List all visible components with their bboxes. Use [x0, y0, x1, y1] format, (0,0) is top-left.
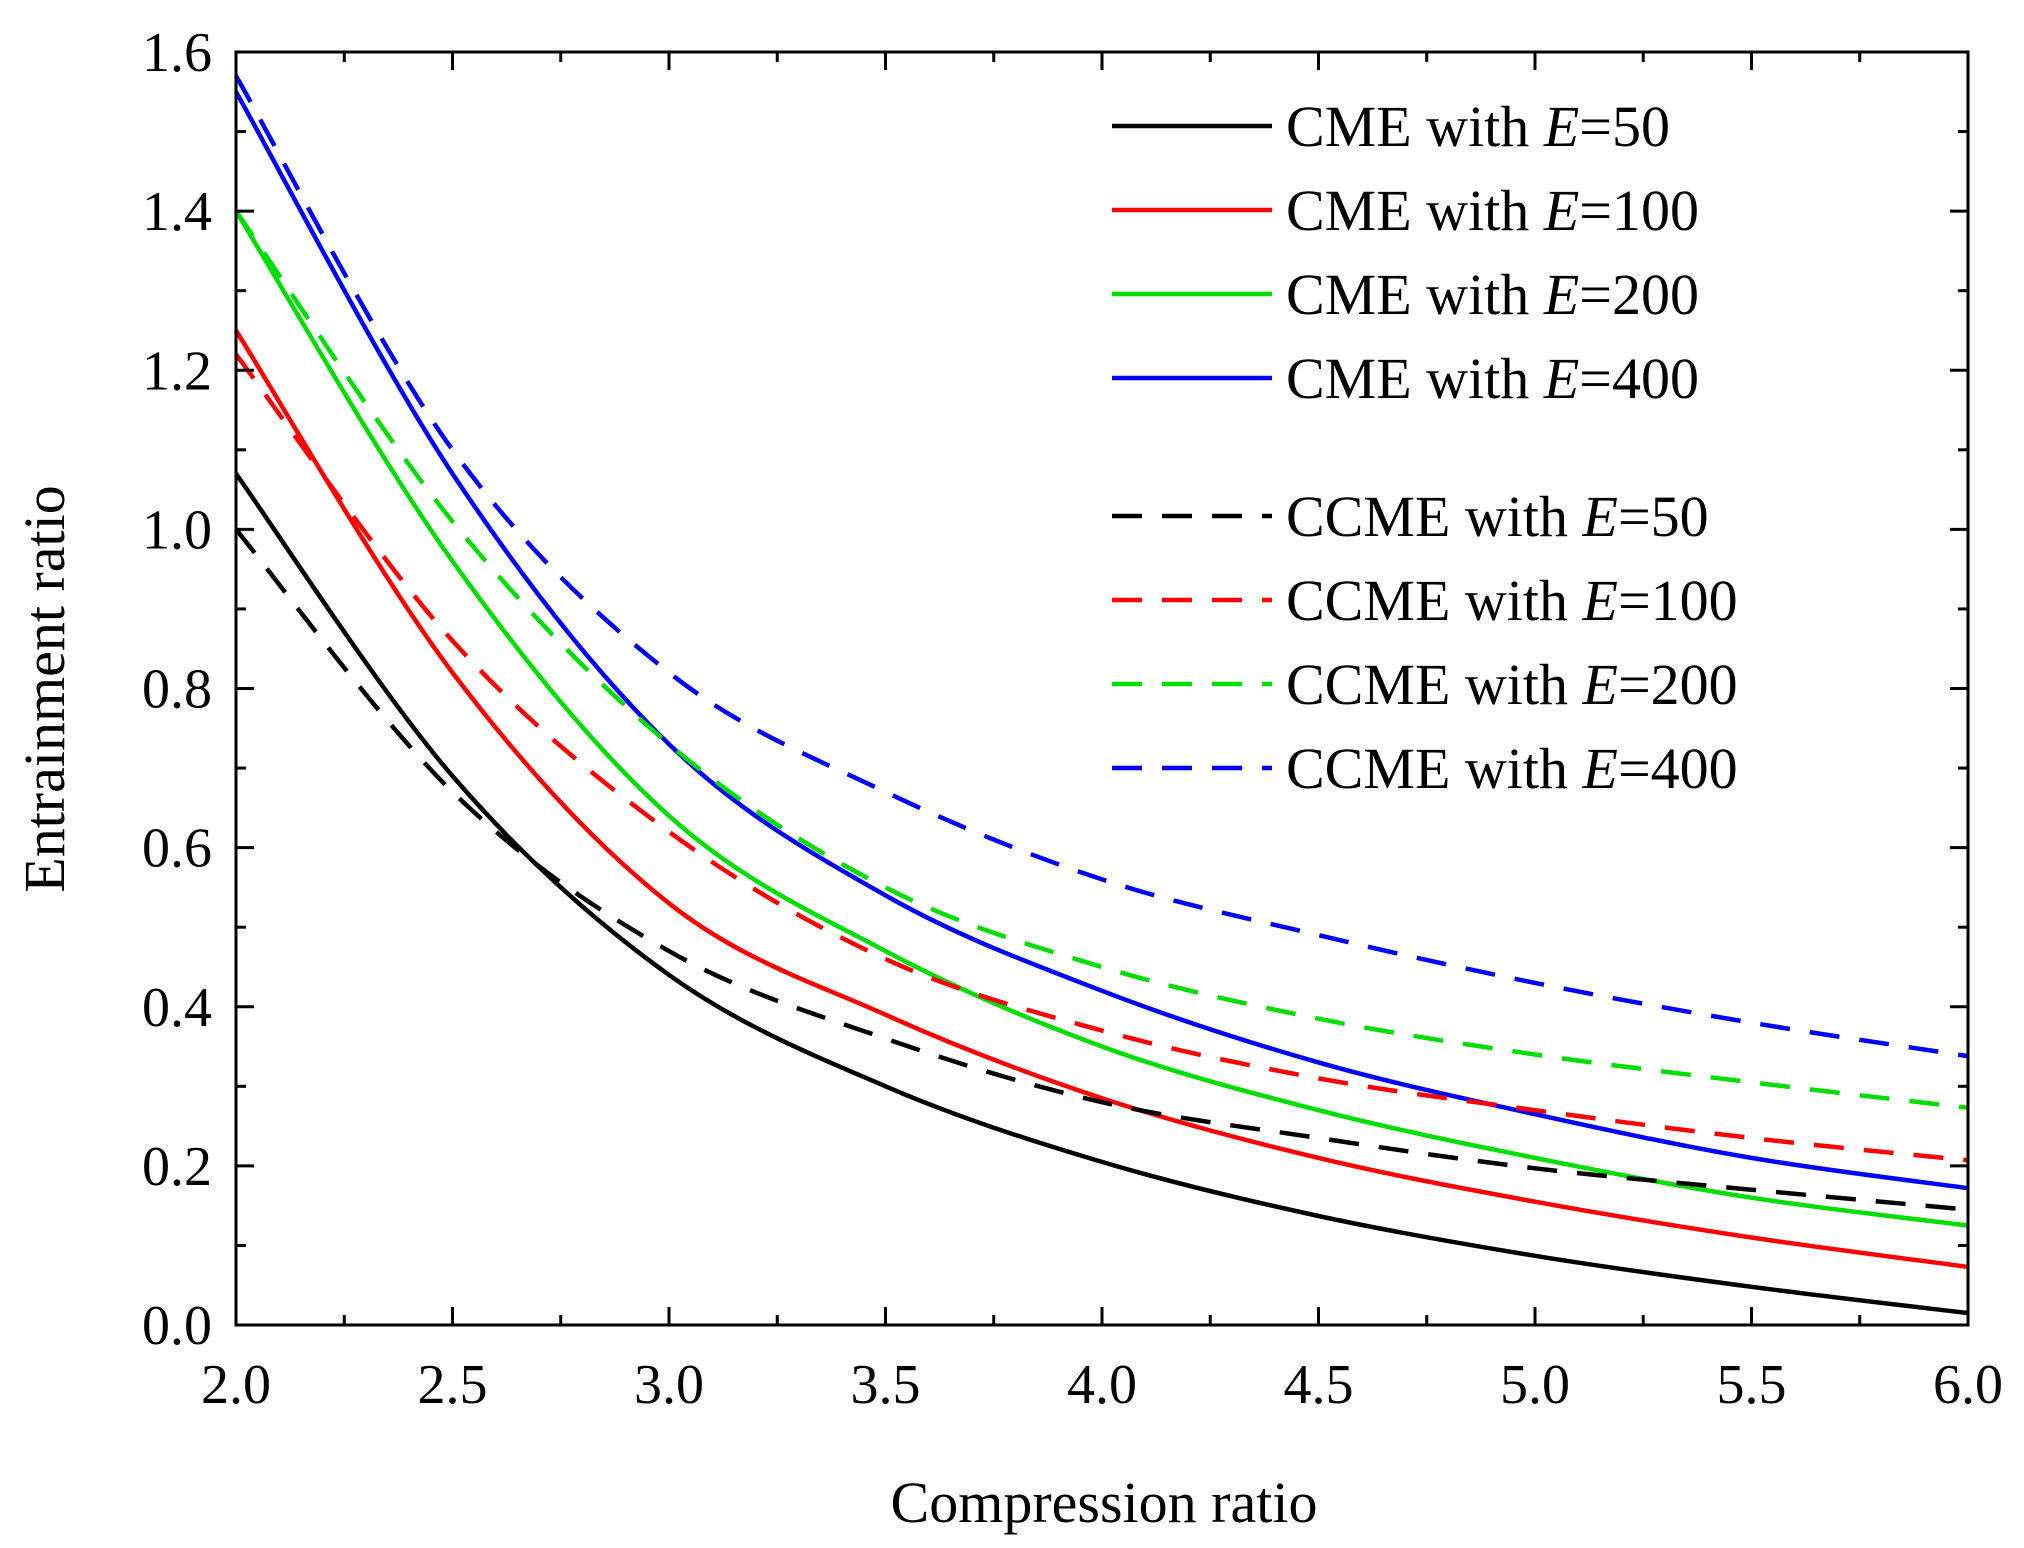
- legend-label: CME with E=100: [1286, 178, 1699, 243]
- series-line-ccme-with-e-400: [234, 74, 1969, 1059]
- ticks-layer: 2.0 2.5 3.0 3.5 4.0 4.5 5.0 5.5 6.0 0.0 0.2 0.4 0.6 0…: [142, 22, 2003, 1416]
- series-line-cme-with-e-400: [234, 90, 1969, 1191]
- y-tick-label: 0.4: [142, 977, 212, 1039]
- legend-label: CCME with E=400: [1286, 736, 1738, 801]
- y-tick-label: 1.2: [142, 340, 212, 402]
- x-tick-label: 5.0: [1500, 1354, 1570, 1416]
- x-axis-title: Compression ratio: [891, 1470, 1318, 1535]
- legend-label: CCME with E=50: [1286, 484, 1709, 549]
- x-tick-label: 3.0: [634, 1354, 704, 1416]
- legend-label: CME with E=50: [1286, 94, 1670, 159]
- x-tick-label: 6.0: [1933, 1354, 2003, 1416]
- y-tick-label: 1.4: [142, 181, 212, 243]
- y-tick-label: 0.0: [142, 1295, 212, 1357]
- series-line-cme-with-e-50: [234, 472, 1969, 1316]
- series-line-ccme-with-e-50: [234, 527, 1969, 1212]
- y-tick-label: 0.6: [142, 818, 212, 880]
- series-line-ccme-with-e-100: [234, 352, 1969, 1163]
- y-tick-label: 0.8: [142, 659, 212, 721]
- legend-label: CCME with E=200: [1286, 652, 1738, 717]
- x-tick-label: 5.5: [1717, 1354, 1787, 1416]
- legend: CME with E=50 CME with E=100 CME with E=20…: [1112, 94, 1738, 801]
- y-tick-label: 1.0: [142, 499, 212, 561]
- x-tick-label: 4.5: [1284, 1354, 1354, 1416]
- series-line-cme-with-e-200: [234, 209, 1969, 1228]
- series-line-cme-with-e-100: [234, 329, 1969, 1270]
- legend-label: CME with E=400: [1286, 346, 1699, 411]
- legend-label: CME with E=200: [1286, 262, 1699, 327]
- x-tick-label: 3.5: [851, 1354, 921, 1416]
- y-tick-label: 1.6: [142, 22, 212, 84]
- x-tick-label: 2.5: [418, 1354, 488, 1416]
- series-layer: [234, 74, 1969, 1316]
- y-axis-title: Entrainment ratio: [12, 485, 77, 892]
- x-tick-label: 2.0: [201, 1354, 271, 1416]
- series-line-ccme-with-e-200: [234, 209, 1969, 1111]
- legend-label: CCME with E=100: [1286, 568, 1738, 633]
- x-tick-label: 4.0: [1067, 1354, 1137, 1416]
- y-tick-label: 0.2: [142, 1136, 212, 1198]
